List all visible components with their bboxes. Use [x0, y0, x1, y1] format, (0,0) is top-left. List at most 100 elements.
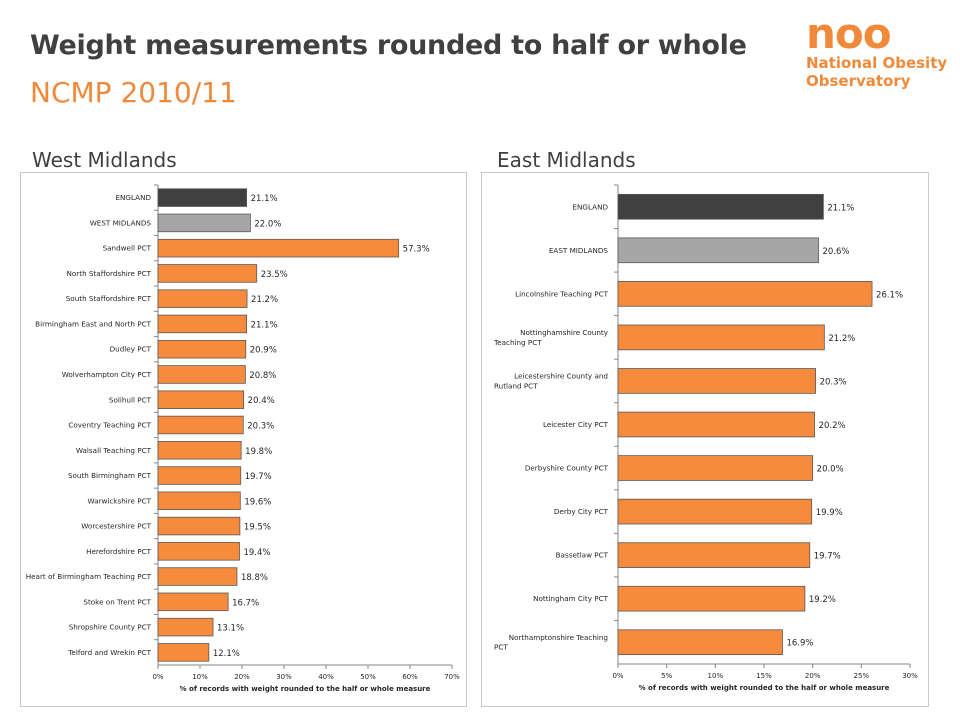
bar	[157, 466, 242, 485]
category-label: Walsall Teaching PCT	[76, 446, 152, 455]
bar	[617, 585, 806, 612]
category-label: South Staffordshire PCT	[66, 294, 152, 303]
bar	[157, 339, 247, 359]
category-label: South Birmingham PCT	[68, 471, 152, 480]
bar	[157, 643, 210, 662]
bar-value-label: 20.0%	[817, 465, 844, 475]
category-label: Leicester City PCT	[543, 420, 609, 429]
category-label: Lincolnshire Teaching PCT	[515, 289, 609, 298]
page-title: Weight measurements rounded to half or w…	[30, 30, 747, 61]
west-midlands-chart: 21.1% ENGLAND 22.0% WEST MIDLANDS 57.3% Sandw…	[20, 172, 467, 707]
x-tick-label: 15%	[756, 672, 772, 680]
bar	[157, 390, 245, 409]
bar	[157, 592, 229, 612]
bar-value-label: 21.1%	[251, 320, 278, 330]
logo-line-2: Observatory	[806, 72, 911, 90]
bar-value-label: 23.5%	[261, 270, 288, 280]
bar	[157, 213, 251, 233]
bar-value-label: 20.6%	[823, 247, 850, 257]
x-axis-title: % of records with weight rounded to the …	[180, 685, 431, 693]
bar-value-label: 20.8%	[249, 371, 276, 381]
bar	[617, 237, 819, 264]
bar-value-label: 19.4%	[243, 548, 270, 558]
x-tick-label: 5%	[661, 672, 672, 680]
category-label: Warwickshire PCT	[87, 496, 151, 505]
category-label: Heart of Birmingham Teaching PCT	[26, 572, 152, 581]
east-midlands-chart: 21.1% ENGLAND 20.6% EAST MIDLANDS 26.1% Linco…	[481, 172, 929, 707]
bar	[617, 542, 811, 568]
category-label: Leicestershire County and Rutland PCT	[494, 372, 608, 391]
bar	[157, 567, 238, 586]
bar	[617, 281, 873, 307]
bar	[617, 193, 824, 220]
bar	[617, 629, 783, 656]
x-axis-title: % of records with weight rounded to the …	[639, 684, 890, 692]
bar	[157, 617, 214, 637]
bar-value-label: 20.3%	[820, 377, 847, 387]
category-label: Birmingham East and North PCT	[35, 319, 151, 328]
bar-value-label: 19.6%	[244, 497, 271, 507]
bar-value-label: 16.9%	[786, 639, 813, 649]
bar-value-label: 19.8%	[245, 447, 272, 457]
x-tick-label: 25%	[854, 672, 870, 680]
category-label: Derbyshire County PCT	[525, 464, 609, 473]
bar-value-label: 21.2%	[251, 295, 278, 305]
bar	[157, 415, 244, 435]
x-tick-label: 40%	[318, 673, 334, 681]
category-label: ENGLAND	[573, 202, 609, 211]
bar-value-label: 20.9%	[250, 346, 277, 356]
logo-mark: noo	[806, 9, 892, 58]
x-tick-label: 10%	[192, 673, 208, 681]
bar	[617, 324, 825, 351]
bar-value-label: 20.3%	[247, 422, 274, 432]
category-label: Stoke on Trent PCT	[83, 597, 151, 606]
x-tick-label: 30%	[276, 673, 292, 681]
bar-value-label: 20.4%	[248, 396, 275, 406]
bar-value-label: 19.7%	[245, 472, 272, 482]
x-tick-label: 0%	[612, 672, 623, 680]
page-subtitle: NCMP 2010/11	[30, 76, 237, 109]
bar-value-label: 21.1%	[827, 203, 854, 213]
bar-value-label: 57.3%	[403, 245, 430, 255]
bar	[617, 455, 814, 481]
west-midlands-panel-title: West Midlands	[32, 148, 177, 172]
category-label: North Staffordshire PCT	[67, 269, 152, 278]
east-midlands-chart-svg: 21.1% ENGLAND 20.6% EAST MIDLANDS 26.1% Linco…	[493, 184, 918, 692]
category-label: ENGLAND	[116, 193, 152, 202]
bar-value-label: 19.5%	[244, 523, 271, 533]
category-label: Dudley PCT	[110, 345, 152, 354]
bar	[617, 411, 816, 438]
bar	[617, 368, 816, 394]
logo-line-1: National Obesity	[806, 54, 948, 72]
category-label: WEST MIDLANDS	[90, 218, 152, 227]
bar-value-label: 12.1%	[213, 649, 240, 659]
bar	[157, 441, 242, 460]
bar-value-label: 19.2%	[809, 595, 836, 605]
category-label: Shropshire County PCT	[69, 623, 152, 632]
category-label: Nottingham City PCT	[533, 594, 608, 603]
x-tick-label: 70%	[444, 673, 460, 681]
bar	[617, 498, 813, 525]
x-tick-label: 60%	[402, 673, 418, 681]
category-label: Worcestershire PCT	[81, 522, 151, 531]
category-label: Solihull PCT	[109, 395, 152, 404]
category-label: Coventry Teaching PCT	[68, 421, 151, 430]
category-label: Derby City PCT	[554, 507, 609, 516]
bar-value-label: 19.7%	[814, 552, 841, 562]
east-midlands-panel-title: East Midlands	[497, 148, 636, 172]
x-tick-label: 30%	[902, 672, 918, 680]
bar	[157, 264, 258, 283]
bar-value-label: 19.9%	[816, 508, 843, 518]
bar-value-label: 13.1%	[217, 624, 244, 634]
x-tick-label: 20%	[234, 673, 250, 681]
bar-value-label: 16.7%	[232, 598, 259, 608]
x-tick-label: 50%	[360, 673, 376, 681]
bar	[157, 365, 246, 384]
category-label: EAST MIDLANDS	[549, 246, 609, 255]
category-label: Wolverhampton City PCT	[62, 370, 152, 379]
category-label: Sandwell PCT	[103, 244, 152, 253]
bar	[157, 238, 400, 258]
west-midlands-chart-svg: 21.1% ENGLAND 22.0% WEST MIDLANDS 57.3% Sandw…	[26, 184, 460, 693]
bar-value-label: 21.2%	[828, 334, 855, 344]
x-tick-label: 10%	[708, 672, 724, 680]
